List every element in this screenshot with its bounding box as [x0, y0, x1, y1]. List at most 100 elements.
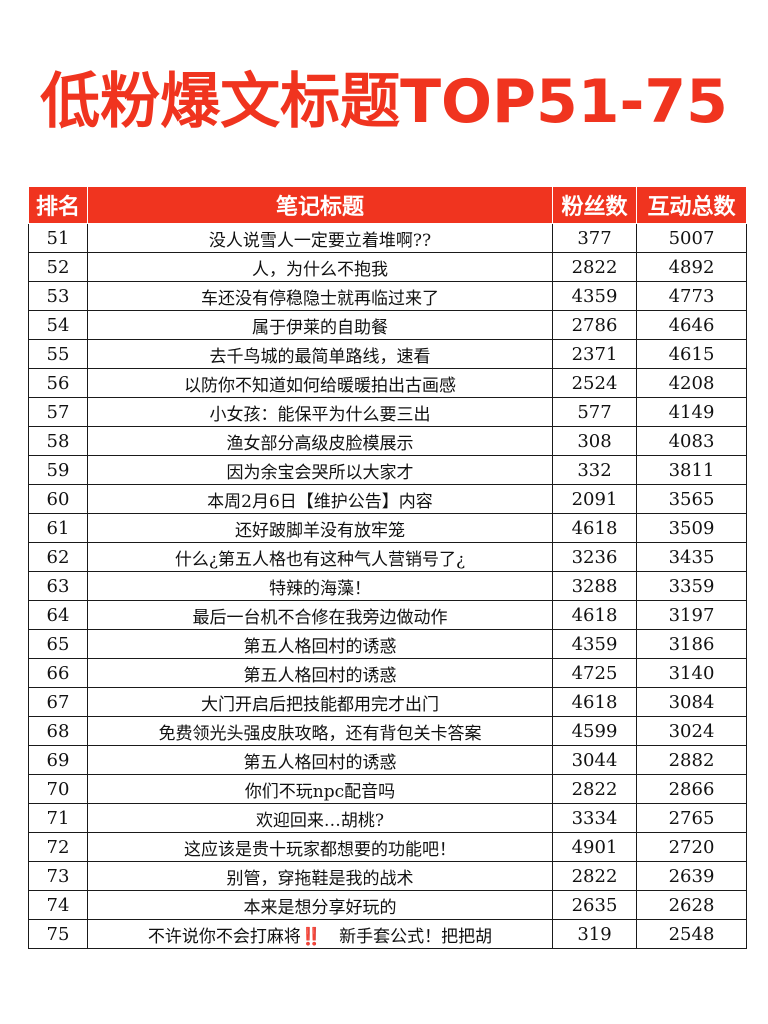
- rank-cell: 53: [28, 281, 88, 311]
- rank-cell: 64: [28, 600, 88, 630]
- table-body: 51 没人说雪人一定要立着堆啊?? 377 5007 52 人，为什么不抱我 2822 489…: [28, 223, 747, 949]
- title-cell: 免费领光头强皮肤攻略，还有背包关卡答案: [87, 716, 553, 746]
- table-row: 60 本周2月6日【维护公告】内容 2091 3565: [28, 484, 747, 514]
- title-cell: 第五人格回村的诱惑: [87, 629, 553, 659]
- header-rank: 排名: [28, 186, 88, 224]
- rank-cell: 61: [28, 513, 88, 543]
- fans-cell: 2822: [552, 252, 637, 282]
- interactions-cell: 3197: [636, 600, 747, 630]
- rank-cell: 68: [28, 716, 88, 746]
- title-cell: 第五人格回村的诱惑: [87, 658, 553, 688]
- title-cell: 人，为什么不抱我: [87, 252, 553, 282]
- fans-cell: 4901: [552, 832, 637, 862]
- title-cell: 大门开启后把技能都用完才出门: [87, 687, 553, 717]
- title-cell: 本来是想分享好玩的: [87, 890, 553, 920]
- fans-cell: 3334: [552, 803, 637, 833]
- table-row: 70 你们不玩npc配音吗 2822 2866: [28, 774, 747, 804]
- fans-cell: 3288: [552, 571, 637, 601]
- rank-cell: 67: [28, 687, 88, 717]
- title-cell: 别管，穿拖鞋是我的战术: [87, 861, 553, 891]
- rank-cell: 57: [28, 397, 88, 427]
- table-row: 57 小女孩：能保平为什么要三出 577 4149: [28, 397, 747, 427]
- table-row: 58 渔女部分高级皮脸模展示 308 4083: [28, 426, 747, 456]
- table-row: 53 车还没有停稳隐士就再临过来了 4359 4773: [28, 281, 747, 311]
- rank-cell: 54: [28, 310, 88, 340]
- title-cell: 还好跛脚羊没有放牢笼: [87, 513, 553, 543]
- interactions-cell: 3186: [636, 629, 747, 659]
- title-cell: 去千鸟城的最简单路线，速看: [87, 339, 553, 369]
- table-row: 61 还好跛脚羊没有放牢笼 4618 3509: [28, 513, 747, 543]
- title-cell: 欢迎回来…胡桃?: [87, 803, 553, 833]
- table-row: 54 属于伊莱的自助餐 2786 4646: [28, 310, 747, 340]
- interactions-cell: 4615: [636, 339, 747, 369]
- table-row: 56 以防你不知道如何给暖暖拍出古画感 2524 4208: [28, 368, 747, 398]
- title-cell: 这应该是贵十玩家都想要的功能吧！: [87, 832, 553, 862]
- fans-cell: 2822: [552, 861, 637, 891]
- table-row: 67 大门开启后把技能都用完才出门 4618 3084: [28, 687, 747, 717]
- fans-cell: 4618: [552, 600, 637, 630]
- fans-cell: 4359: [552, 281, 637, 311]
- fans-cell: 2091: [552, 484, 637, 514]
- rank-cell: 60: [28, 484, 88, 514]
- table-row: 64 最后一台机不合修在我旁边做动作 4618 3197: [28, 600, 747, 630]
- title-cell: 小女孩：能保平为什么要三出: [87, 397, 553, 427]
- rank-cell: 75: [28, 919, 88, 949]
- title-cell: 因为余宝会哭所以大家才: [87, 455, 553, 485]
- fans-cell: 2371: [552, 339, 637, 369]
- interactions-cell: 3811: [636, 455, 747, 485]
- title-cell: 以防你不知道如何给暖暖拍出古画感: [87, 368, 553, 398]
- header-fans: 粉丝数: [552, 186, 637, 224]
- rank-cell: 69: [28, 745, 88, 775]
- fans-cell: 4618: [552, 687, 637, 717]
- interactions-cell: 2866: [636, 774, 747, 804]
- interactions-cell: 3565: [636, 484, 747, 514]
- fans-cell: 3044: [552, 745, 637, 775]
- table-row: 55 去千鸟城的最简单路线，速看 2371 4615: [28, 339, 747, 369]
- rank-cell: 72: [28, 832, 88, 862]
- fans-cell: 2524: [552, 368, 637, 398]
- rank-cell: 66: [28, 658, 88, 688]
- table-row: 75 不许说你不会打麻将‼️ 新手套公式！把把胡 319 2548: [28, 919, 747, 949]
- title-cell: 渔女部分高级皮脸模展示: [87, 426, 553, 456]
- rank-cell: 74: [28, 890, 88, 920]
- rank-cell: 63: [28, 571, 88, 601]
- ranking-table: 排名 笔记标题 粉丝数 互动总数 51 没人说雪人一定要立着堆啊?? 377 5007…: [28, 186, 747, 949]
- table-row: 71 欢迎回来…胡桃? 3334 2765: [28, 803, 747, 833]
- table-row: 69 第五人格回村的诱惑 3044 2882: [28, 745, 747, 775]
- fans-cell: 308: [552, 426, 637, 456]
- page-title: 低粉爆文标题TOP51-75: [40, 67, 728, 137]
- title-cell: 不许说你不会打麻将‼️ 新手套公式！把把胡: [87, 919, 553, 949]
- fans-cell: 4599: [552, 716, 637, 746]
- title-cell: 最后一台机不合修在我旁边做动作: [87, 600, 553, 630]
- title-cell: 本周2月6日【维护公告】内容: [87, 484, 553, 514]
- title-cell: 车还没有停稳隐士就再临过来了: [87, 281, 553, 311]
- rank-cell: 52: [28, 252, 88, 282]
- interactions-cell: 2628: [636, 890, 747, 920]
- fans-cell: 319: [552, 919, 637, 949]
- rank-cell: 59: [28, 455, 88, 485]
- interactions-cell: 4149: [636, 397, 747, 427]
- interactions-cell: 2882: [636, 745, 747, 775]
- table-row: 52 人，为什么不抱我 2822 4892: [28, 252, 747, 282]
- interactions-cell: 4646: [636, 310, 747, 340]
- table-row: 66 第五人格回村的诱惑 4725 3140: [28, 658, 747, 688]
- interactions-cell: 2639: [636, 861, 747, 891]
- table-row: 59 因为余宝会哭所以大家才 332 3811: [28, 455, 747, 485]
- table-row: 63 特辣的海藻！ 3288 3359: [28, 571, 747, 601]
- fans-cell: 2635: [552, 890, 637, 920]
- table-row: 51 没人说雪人一定要立着堆啊?? 377 5007: [28, 223, 747, 253]
- title-cell: 第五人格回村的诱惑: [87, 745, 553, 775]
- table-row: 72 这应该是贵十玩家都想要的功能吧！ 4901 2720: [28, 832, 747, 862]
- table-row: 74 本来是想分享好玩的 2635 2628: [28, 890, 747, 920]
- interactions-cell: 4083: [636, 426, 747, 456]
- interactions-cell: 2720: [636, 832, 747, 862]
- fans-cell: 3236: [552, 542, 637, 572]
- interactions-cell: 3359: [636, 571, 747, 601]
- title-cell: 属于伊莱的自助餐: [87, 310, 553, 340]
- table-row: 62 什么¿第五人格也有这种气人营销号了¿ 3236 3435: [28, 542, 747, 572]
- rank-cell: 55: [28, 339, 88, 369]
- fans-cell: 4359: [552, 629, 637, 659]
- header-title: 笔记标题: [87, 186, 553, 224]
- fans-cell: 2786: [552, 310, 637, 340]
- table-row: 73 别管，穿拖鞋是我的战术 2822 2639: [28, 861, 747, 891]
